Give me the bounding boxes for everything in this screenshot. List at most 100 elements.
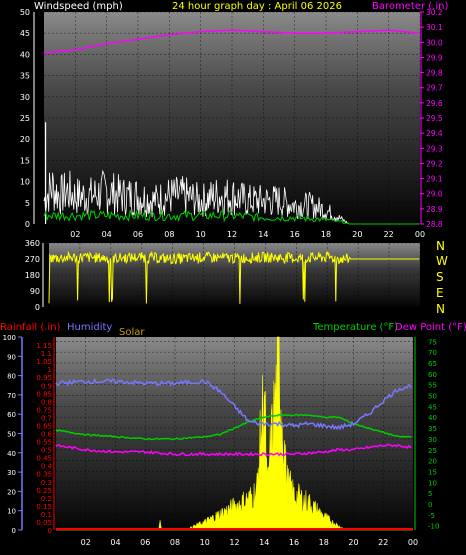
- dewpoint-label: Dew Point (°F): [395, 322, 466, 333]
- x-tick-label-bottom: 06: [140, 538, 150, 547]
- temperature-label: Temperature (°F): [312, 322, 398, 333]
- rain-tick-label: 0.35: [36, 471, 52, 479]
- wind-tick-label: 15: [20, 156, 30, 165]
- rain-tick-label: 1.15: [36, 342, 52, 350]
- rain-tick-label: 0.85: [36, 390, 52, 398]
- humidity-tick-label: 90: [7, 353, 16, 361]
- x-tick-label-top: 22: [384, 230, 394, 239]
- temp-tick-label: 0: [428, 501, 432, 509]
- dir-tick-label: 270: [25, 255, 40, 264]
- humidity-label: Humidity: [67, 322, 112, 333]
- baro-tick-label: 29.0: [426, 190, 443, 199]
- x-tick-label-bottom: 16: [289, 538, 299, 547]
- baro-tick-label: 30.2: [426, 8, 443, 17]
- x-tick-label-bottom: 00: [408, 538, 418, 547]
- rain-tick-label: 0.3: [41, 479, 52, 487]
- wind-tick-label: 50: [20, 8, 30, 17]
- rain-tick-label: 0.2: [41, 495, 52, 503]
- rain-tick-label: 0.6: [41, 431, 53, 439]
- series-layer: [43, 29, 420, 531]
- rain-tick-label: 0: [48, 527, 52, 535]
- x-tick-label-top: 16: [290, 230, 300, 239]
- solar-label: Solar: [119, 327, 145, 338]
- wind-tick-label: 40: [20, 50, 30, 59]
- x-tick-label-bottom: 12: [229, 538, 239, 547]
- rain-tick-label: 0.4: [41, 463, 53, 471]
- rain-tick-label: 0.1: [41, 511, 52, 519]
- grid-layer: [44, 11, 421, 530]
- compass-n-bottom: N: [436, 302, 445, 316]
- baro-tick-label: 29.4: [426, 129, 443, 138]
- compass-w: W: [436, 254, 448, 268]
- x-tick-label-bottom: 14: [259, 538, 269, 547]
- temp-tick-label: 75: [428, 338, 437, 346]
- rain-tick-label: 0.5: [41, 447, 52, 455]
- windspeed-axis-title: Windspeed (mph): [34, 1, 123, 12]
- baro-tick-label: 29.6: [426, 99, 443, 108]
- baro-tick-label: 29.9: [426, 53, 443, 62]
- dir-tick-label: 90: [30, 287, 40, 296]
- dir-tick-label: 180: [25, 271, 40, 280]
- wind-tick-label: 45: [20, 29, 30, 38]
- temp-tick-label: 65: [428, 360, 437, 368]
- rain-tick-label: 0.8: [41, 398, 52, 406]
- rain-tick-label: 0.45: [36, 455, 52, 463]
- humidity-tick-label: 20: [7, 488, 16, 496]
- temp-tick-label: 55: [428, 382, 437, 390]
- x-tick-label-bottom: 22: [378, 538, 388, 547]
- humidity-tick-label: 40: [7, 450, 16, 458]
- baro-tick-label: 29.7: [426, 84, 443, 93]
- humidity-tick-label: 10: [7, 508, 16, 516]
- humidity-tick-label: 100: [3, 334, 16, 342]
- temp-tick-label: 20: [428, 458, 437, 466]
- baro-tick-label: 28.8: [426, 220, 443, 229]
- wind-tick-label: 20: [20, 135, 30, 144]
- humidity-line: [55, 377, 413, 431]
- x-tick-label-top: 02: [70, 230, 80, 239]
- x-tick-label-top: 04: [102, 230, 112, 239]
- compass-n-top: N: [436, 239, 445, 253]
- wind-tick-label: 5: [25, 199, 30, 208]
- temp-tick-label: 10: [428, 479, 437, 487]
- wind-tick-label: 30: [20, 93, 30, 102]
- temp-tick-label: 45: [428, 403, 437, 411]
- rain-tick-label: 0.05: [36, 519, 52, 527]
- compass-s: S: [436, 270, 444, 284]
- humidity-tick-label: 60: [7, 411, 16, 419]
- dir-tick-label: 360: [25, 239, 40, 248]
- temp-tick-label: 60: [428, 371, 437, 379]
- compass-e: E: [436, 286, 444, 300]
- barometer-line: [43, 29, 419, 54]
- temp-tick-label: -5: [428, 512, 435, 520]
- x-tick-label-top: 08: [164, 230, 174, 239]
- humidity-tick-label: 50: [7, 431, 16, 439]
- baro-tick-label: 29.2: [426, 159, 443, 168]
- baro-tick-label: 29.8: [426, 69, 443, 78]
- temp-tick-label: -10: [428, 523, 439, 531]
- rain-tick-label: 1.1: [41, 350, 52, 358]
- temp-tick-label: 40: [428, 414, 437, 422]
- humidity-tick-label: 30: [7, 469, 16, 477]
- rain-tick-label: 1.05: [36, 358, 52, 366]
- wind-tick-label: 10: [20, 178, 30, 187]
- x-tick-label-bottom: 02: [81, 538, 91, 547]
- baro-tick-label: 29.1: [426, 175, 443, 184]
- x-tick-label-top: 18: [321, 230, 331, 239]
- x-tick-label-bottom: 04: [110, 538, 120, 547]
- rain-tick-label: 0.55: [36, 439, 52, 447]
- rain-tick-label: 0.75: [36, 406, 52, 414]
- barometer-axis-title: Barometer (.in): [372, 1, 448, 12]
- x-tick-label-bottom: 10: [200, 538, 210, 547]
- baro-tick-label: 30.1: [426, 23, 443, 32]
- baro-tick-label: 29.5: [426, 114, 443, 123]
- temp-tick-label: 30: [428, 436, 437, 444]
- x-tick-label-bottom: 08: [170, 538, 180, 547]
- rain-tick-label: 0.9: [41, 382, 52, 390]
- x-tick-label-bottom: 18: [319, 538, 329, 547]
- rain-tick-label: 0.25: [36, 487, 52, 495]
- dir-tick-label: 0: [35, 303, 40, 312]
- temp-tick-label: 70: [428, 349, 437, 357]
- wind-direction-line: [48, 250, 420, 304]
- temp-tick-label: 5: [428, 490, 432, 498]
